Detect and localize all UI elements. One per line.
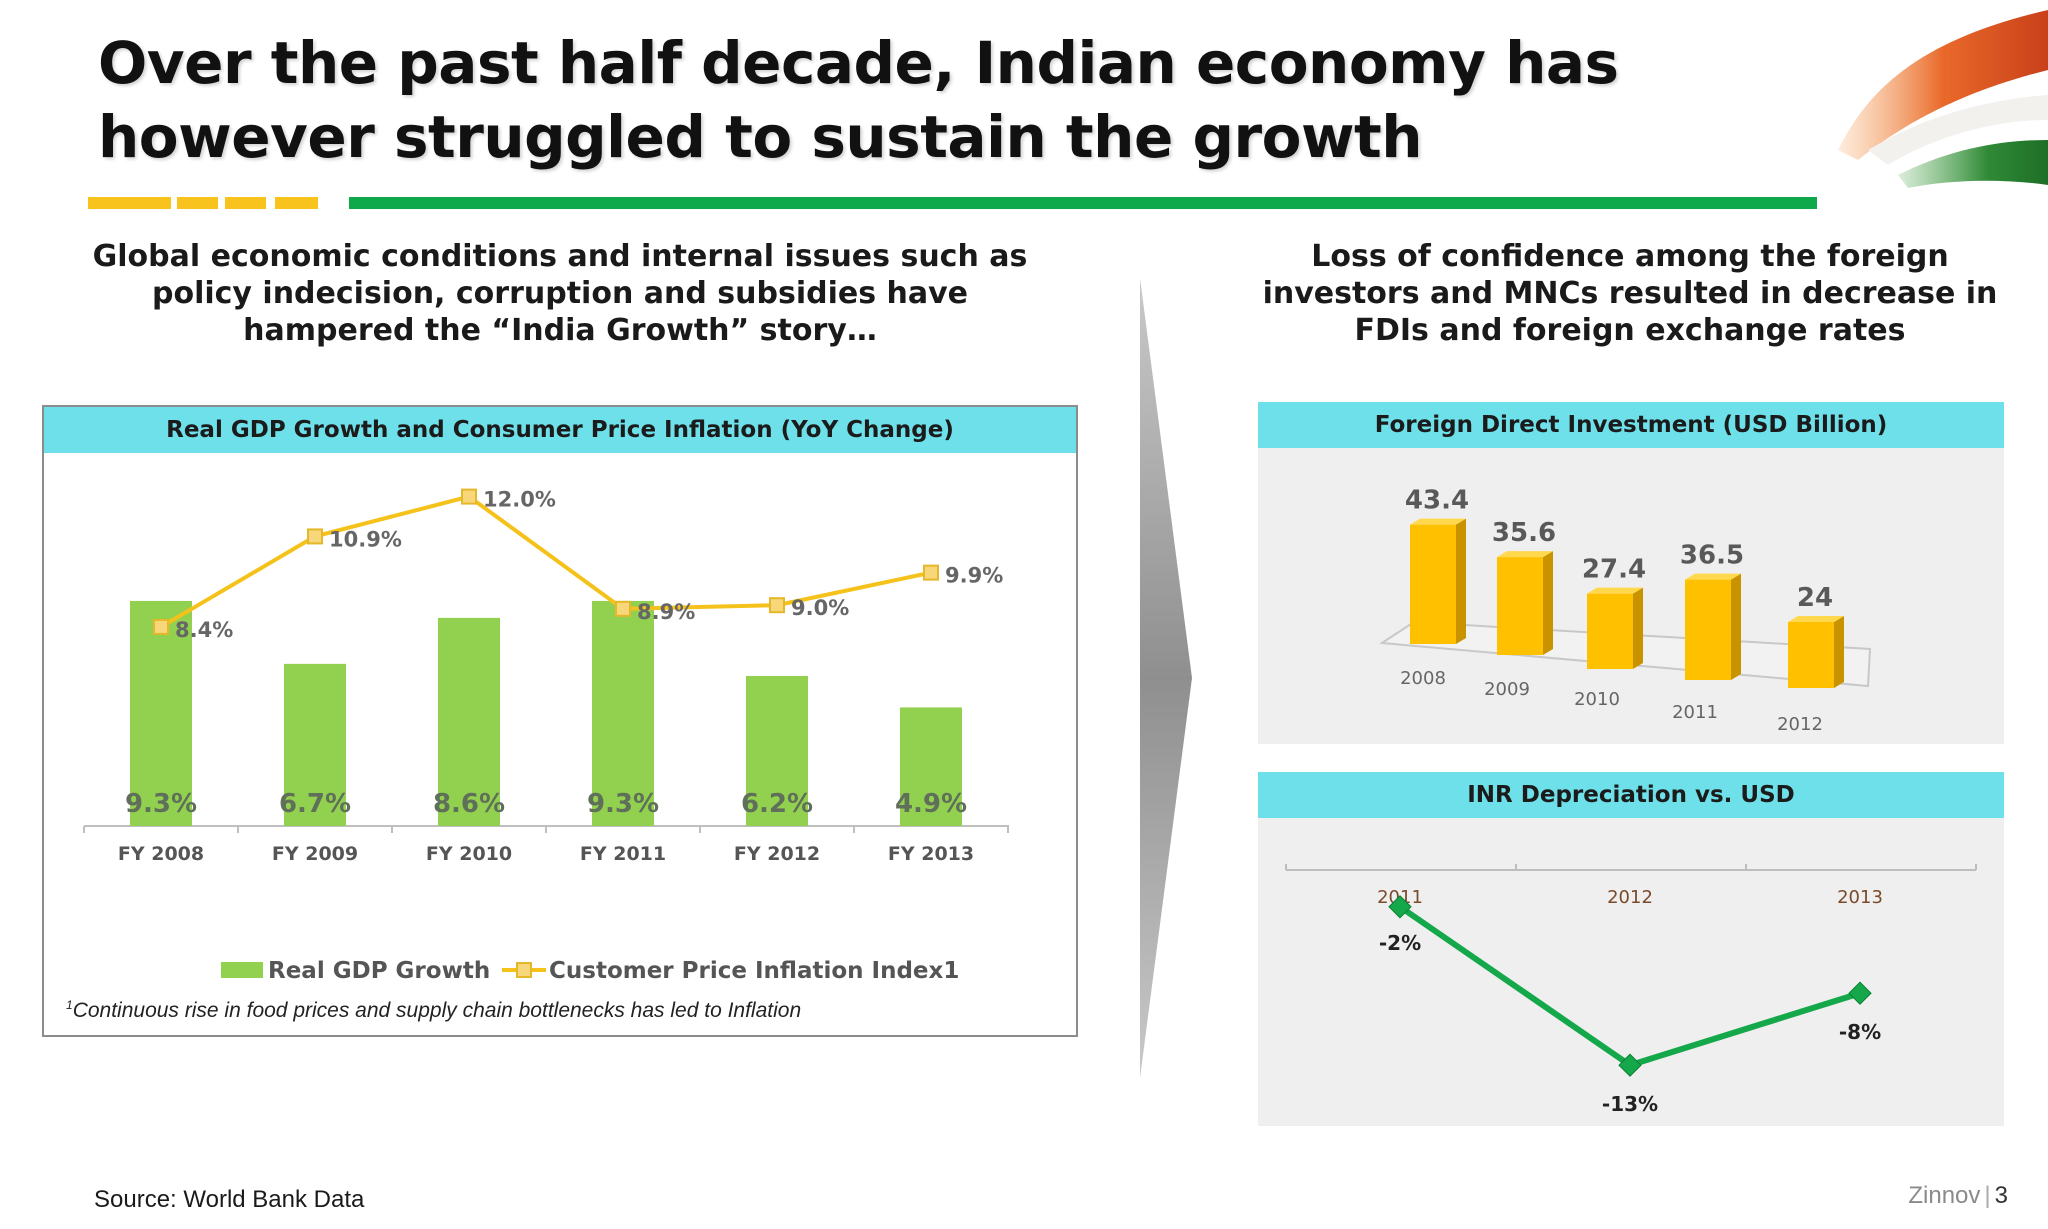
x-tick-label: FY 2009 <box>272 843 358 865</box>
inr-data-label: -8% <box>1839 1020 1881 1044</box>
fdi-bar <box>1685 573 1741 680</box>
legend-marker-inflation <box>516 962 532 978</box>
left-subheading: Global economic conditions and internal … <box>92 239 1028 348</box>
accent-bar-yellow-2 <box>177 197 218 209</box>
inflation-line <box>159 494 932 629</box>
fdi-bar-side <box>1633 587 1643 669</box>
gdp-data-label: 9.3% <box>587 789 659 819</box>
divider-arrow <box>1140 278 1192 1078</box>
fdi-bar-side <box>1456 518 1466 644</box>
inr-marker <box>1848 981 1872 1005</box>
inr-marker <box>1388 895 1412 919</box>
inflation-marker <box>769 597 785 614</box>
fdi-bar-front <box>1497 557 1543 655</box>
right-subheading: Loss of confidence among the foreign inv… <box>1262 239 1998 348</box>
inflation-data-label: 10.9% <box>329 527 402 551</box>
inr-x-tick-label: 2013 <box>1837 887 1883 908</box>
fdi-data-label: 24 <box>1797 583 1833 613</box>
fdi-bar <box>1410 518 1466 644</box>
inflation-marker <box>615 600 631 617</box>
gdp-bar <box>284 663 346 826</box>
source-note: Source: World Bank Data <box>94 1186 365 1213</box>
inr-chart-title: INR Depreciation vs. USD <box>1258 772 2004 818</box>
fdi-bar-top <box>1410 518 1466 525</box>
inflation-data-label: 12.0% <box>483 488 556 512</box>
gdp-bar <box>130 600 192 826</box>
gdp-chart-title: Real GDP Growth and Consumer Price Infla… <box>44 407 1076 453</box>
inflation-marker <box>923 564 939 581</box>
fdi-bar-front <box>1587 593 1633 669</box>
inr-chart: 201120122013-2%-13%-8% <box>1285 864 1977 1116</box>
fdi-bar <box>1788 616 1844 688</box>
gdp-data-label: 6.7% <box>279 789 351 819</box>
fdi-bar-top <box>1587 587 1643 594</box>
fdi-bar-top <box>1788 616 1844 622</box>
fdi-bar-side <box>1731 573 1741 680</box>
page-number: 3 <box>1994 1182 2008 1209</box>
gdp-data-label: 4.9% <box>895 789 967 819</box>
fdi-bar-front <box>1788 622 1834 688</box>
accent-bar-yellow-4 <box>275 197 318 209</box>
inflation-data-label: 9.0% <box>791 596 849 620</box>
x-tick-label: FY 2010 <box>426 843 512 865</box>
footnote-text: Continuous rise in food prices and suppl… <box>72 999 802 1022</box>
inflation-marker <box>307 528 323 545</box>
inr-x-tick-label: 2012 <box>1607 887 1653 908</box>
inflation-data-label: 9.9% <box>945 564 1003 588</box>
x-tick-label: FY 2011 <box>580 843 666 865</box>
fdi-data-label: 43.4 <box>1405 486 1469 516</box>
fdi-chart: 43.4 35.6 27.4 36.5 24 2008 2009 2010 2011 2012 <box>1379 486 1872 735</box>
gdp-data-label: 6.2% <box>741 789 813 819</box>
gdp-bar <box>900 707 962 826</box>
inflation-marker <box>461 488 477 505</box>
inr-line <box>1398 904 1861 1069</box>
slide-title: Over the past half decade, Indian econom… <box>98 29 1619 171</box>
flag-swoosh-decoration <box>1838 10 2048 188</box>
fdi-data-label: 36.5 <box>1680 541 1744 571</box>
inr-marker <box>1618 1053 1642 1077</box>
fdi-x-tick-label: 2011 <box>1672 702 1718 723</box>
fdi-x-tick-label: 2010 <box>1574 689 1620 710</box>
fdi-x-tick-label: 2008 <box>1400 668 1446 689</box>
footnote-marker: 1 <box>66 998 73 1012</box>
inr-data-label: -13% <box>1602 1092 1658 1116</box>
footer: Zinnov | 3 <box>1908 1182 2008 1210</box>
fdi-bar-side <box>1834 616 1844 688</box>
footnote: 1Continuous rise in food prices and supp… <box>66 998 1066 1023</box>
fdi-bar <box>1497 551 1553 655</box>
fdi-bar-front <box>1685 579 1731 680</box>
gdp-data-label: 8.6% <box>433 789 505 819</box>
inflation-data-label: 8.9% <box>637 600 695 624</box>
footer-separator: | <box>1984 1182 1991 1209</box>
inr-data-label: -2% <box>1379 931 1421 955</box>
gdp-bar <box>438 617 500 826</box>
fdi-x-tick-label: 2009 <box>1484 679 1530 700</box>
fdi-bar-top <box>1685 573 1741 580</box>
x-tick-label: FY 2008 <box>118 843 204 865</box>
fdi-bar-top <box>1497 551 1553 558</box>
inflation-marker <box>153 618 169 635</box>
accent-bar-yellow-1 <box>88 197 171 209</box>
accent-bar-yellow-3 <box>225 197 266 209</box>
gdp-inflation-chart: 9.3% FY 2008 6.7% FY 2009 8.6% FY 2010 9.3% FY … <box>83 488 1009 984</box>
gdp-bar <box>746 675 808 826</box>
fdi-chart-title: Foreign Direct Investment (USD Billion) <box>1258 402 2004 448</box>
x-tick-label: FY 2012 <box>734 843 820 865</box>
fdi-data-label: 35.6 <box>1492 518 1556 548</box>
fdi-bar <box>1587 587 1643 669</box>
accent-bar-green <box>349 197 1817 209</box>
gdp-bar <box>592 600 654 826</box>
fdi-data-label: 27.4 <box>1582 555 1646 585</box>
legend-label-gdp: Real GDP Growth <box>268 958 490 984</box>
fdi-bar-side <box>1543 551 1553 655</box>
fdi-x-tick-label: 2012 <box>1777 714 1823 735</box>
legend-label-inflation: Customer Price Inflation Index1 <box>549 958 959 984</box>
fdi-bar-front <box>1410 524 1456 644</box>
gdp-data-label: 9.3% <box>125 789 197 819</box>
x-tick-label: FY 2013 <box>888 843 974 865</box>
legend-swatch-gdp <box>221 962 263 978</box>
inflation-data-label: 8.4% <box>175 618 233 642</box>
footer-brand: Zinnov <box>1908 1182 1981 1209</box>
